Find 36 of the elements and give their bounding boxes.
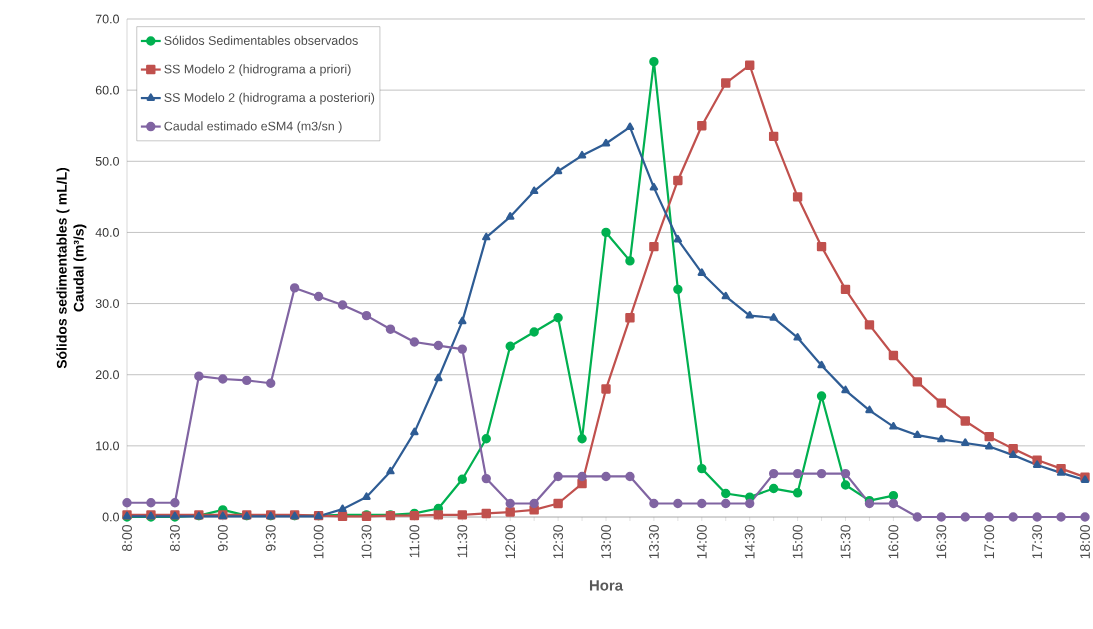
x-tick-label: 16:30 xyxy=(936,525,947,559)
x-tick-label: 10:00 xyxy=(313,525,324,559)
x-tick-label: 14:00 xyxy=(696,525,707,559)
y-tick-label: 0.0 xyxy=(102,512,119,522)
legend-label: Caudal estimado eSM4 (m3/sn ) xyxy=(164,121,342,133)
x-tick-label: 17:30 xyxy=(1032,525,1043,559)
y-tick-label: 30.0 xyxy=(95,299,119,308)
y-tick-label: 70.0 xyxy=(95,14,119,24)
text: Caudal (m³/s) xyxy=(73,224,87,312)
x-tick-label: 12:30 xyxy=(553,525,564,559)
x-tick-label: 10:30 xyxy=(361,525,372,559)
x-axis-title: Hora xyxy=(589,580,624,591)
x-tick-label: 14:30 xyxy=(744,525,755,559)
x-tick-label: 11:00 xyxy=(409,525,420,558)
legend-label: SS Modelo 2 (hidrograma a priori) xyxy=(164,64,351,76)
y-tick-label: 40.0 xyxy=(95,228,119,237)
y-tick-label: 50.0 xyxy=(95,156,119,166)
text: Sólidos sedimentables ( mL/L) xyxy=(56,167,70,369)
x-tick-label: 15:00 xyxy=(792,525,803,559)
x-tick-label: 9:30 xyxy=(265,525,276,552)
x-tick-label: 11:30 xyxy=(457,525,468,558)
x-tick-label: 13:00 xyxy=(601,525,611,559)
y-tick-label: 60.0 xyxy=(95,85,119,95)
legend-label: SS Modelo 2 (hidrograma a posteriori) xyxy=(164,92,375,105)
x-tick-label: 12:00 xyxy=(505,525,516,559)
x-tick-label: 18:00 xyxy=(1080,525,1090,559)
x-tick-label: 8:30 xyxy=(169,525,180,552)
x-tick-label: 15:30 xyxy=(840,525,851,559)
x-tick-label: 13:30 xyxy=(648,525,659,559)
x-tick-label: 9:00 xyxy=(217,525,228,552)
legend-label: Sólidos Sedimentables observados xyxy=(164,35,358,45)
x-tick-label: 16:00 xyxy=(888,525,899,559)
y-tick-label: 20.0 xyxy=(95,370,119,380)
x-tick-label: 17:00 xyxy=(984,525,995,559)
x-tick-label: 8:00 xyxy=(122,525,132,552)
y-tick-label: 10.0 xyxy=(96,441,119,451)
